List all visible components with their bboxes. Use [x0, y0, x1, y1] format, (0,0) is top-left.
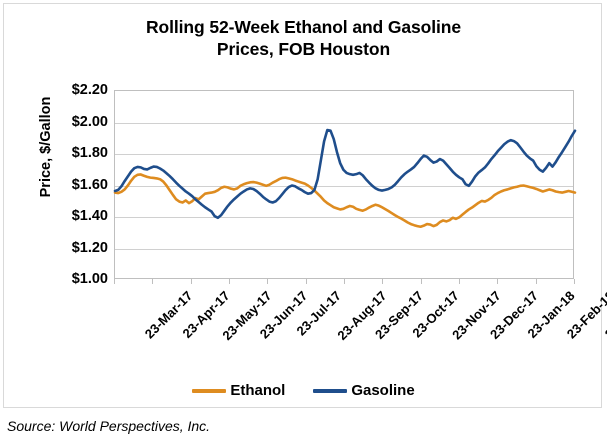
legend-label-ethanol: Ethanol: [230, 382, 286, 399]
x-axis-tick: [190, 279, 192, 284]
x-axis-tick: [497, 279, 499, 284]
y-axis-tick-label: $1.20: [71, 239, 108, 256]
chart-legend: Ethanol Gasoline: [4, 382, 603, 399]
legend-label-gasoline: Gasoline: [351, 382, 415, 399]
legend-item-gasoline[interactable]: Gasoline: [313, 382, 415, 399]
series-line-ethanol: [113, 173, 577, 229]
legend-swatch-gasoline: [313, 388, 348, 393]
x-axis-tick: [420, 279, 422, 284]
y-axis-tick-label: $1.80: [71, 145, 108, 161]
plot-area: [113, 90, 577, 279]
source-note: Source: World Perspectives, Inc.: [7, 418, 211, 434]
x-axis-tick: [114, 279, 115, 284]
x-axis-tick: [459, 279, 460, 284]
legend-swatch-ethanol: [192, 388, 227, 393]
x-axis-tick: [229, 279, 230, 284]
x-axis-tick: [267, 279, 269, 284]
legend-item-ethanol[interactable]: Ethanol: [192, 382, 285, 399]
x-axis-tick: [574, 279, 575, 284]
gridline: [115, 122, 573, 124]
y-axis-tick-label: $2.20: [71, 82, 108, 98]
chart-title-line-1: Rolling 52-Week Ethanol and Gasoline: [145, 17, 462, 37]
series-lines: [113, 128, 577, 229]
x-axis-tick: [382, 279, 384, 284]
gridline: [115, 217, 573, 218]
y-axis-tick-labels: $2.20 $2.00 $1.80 $1.60 $1.40 $1.20 $1.00: [38, 82, 108, 287]
y-axis-tick-label: $1.60: [71, 176, 108, 193]
y-axis-tick-label: $2.00: [71, 113, 108, 130]
gridline: [115, 185, 573, 187]
x-axis-tick: [344, 279, 345, 284]
x-axis-tick: [305, 279, 307, 284]
series-line-gasoline: [113, 128, 577, 220]
chart-title-line-2: Prices, FOB Houston: [216, 39, 391, 59]
chart-title: Rolling 52-Week Ethanol and Gasoline Pri…: [4, 16, 603, 60]
chart-container: Rolling 52-Week Ethanol and Gasoline Pri…: [3, 3, 607, 408]
x-axis-tick: [535, 279, 537, 284]
y-axis-tick-label: $1.40: [71, 208, 108, 224]
gridline: [115, 248, 573, 250]
x-axis-tick: [152, 279, 154, 284]
y-axis-tick-label: $1.00: [71, 271, 108, 287]
gridline: [115, 154, 573, 155]
